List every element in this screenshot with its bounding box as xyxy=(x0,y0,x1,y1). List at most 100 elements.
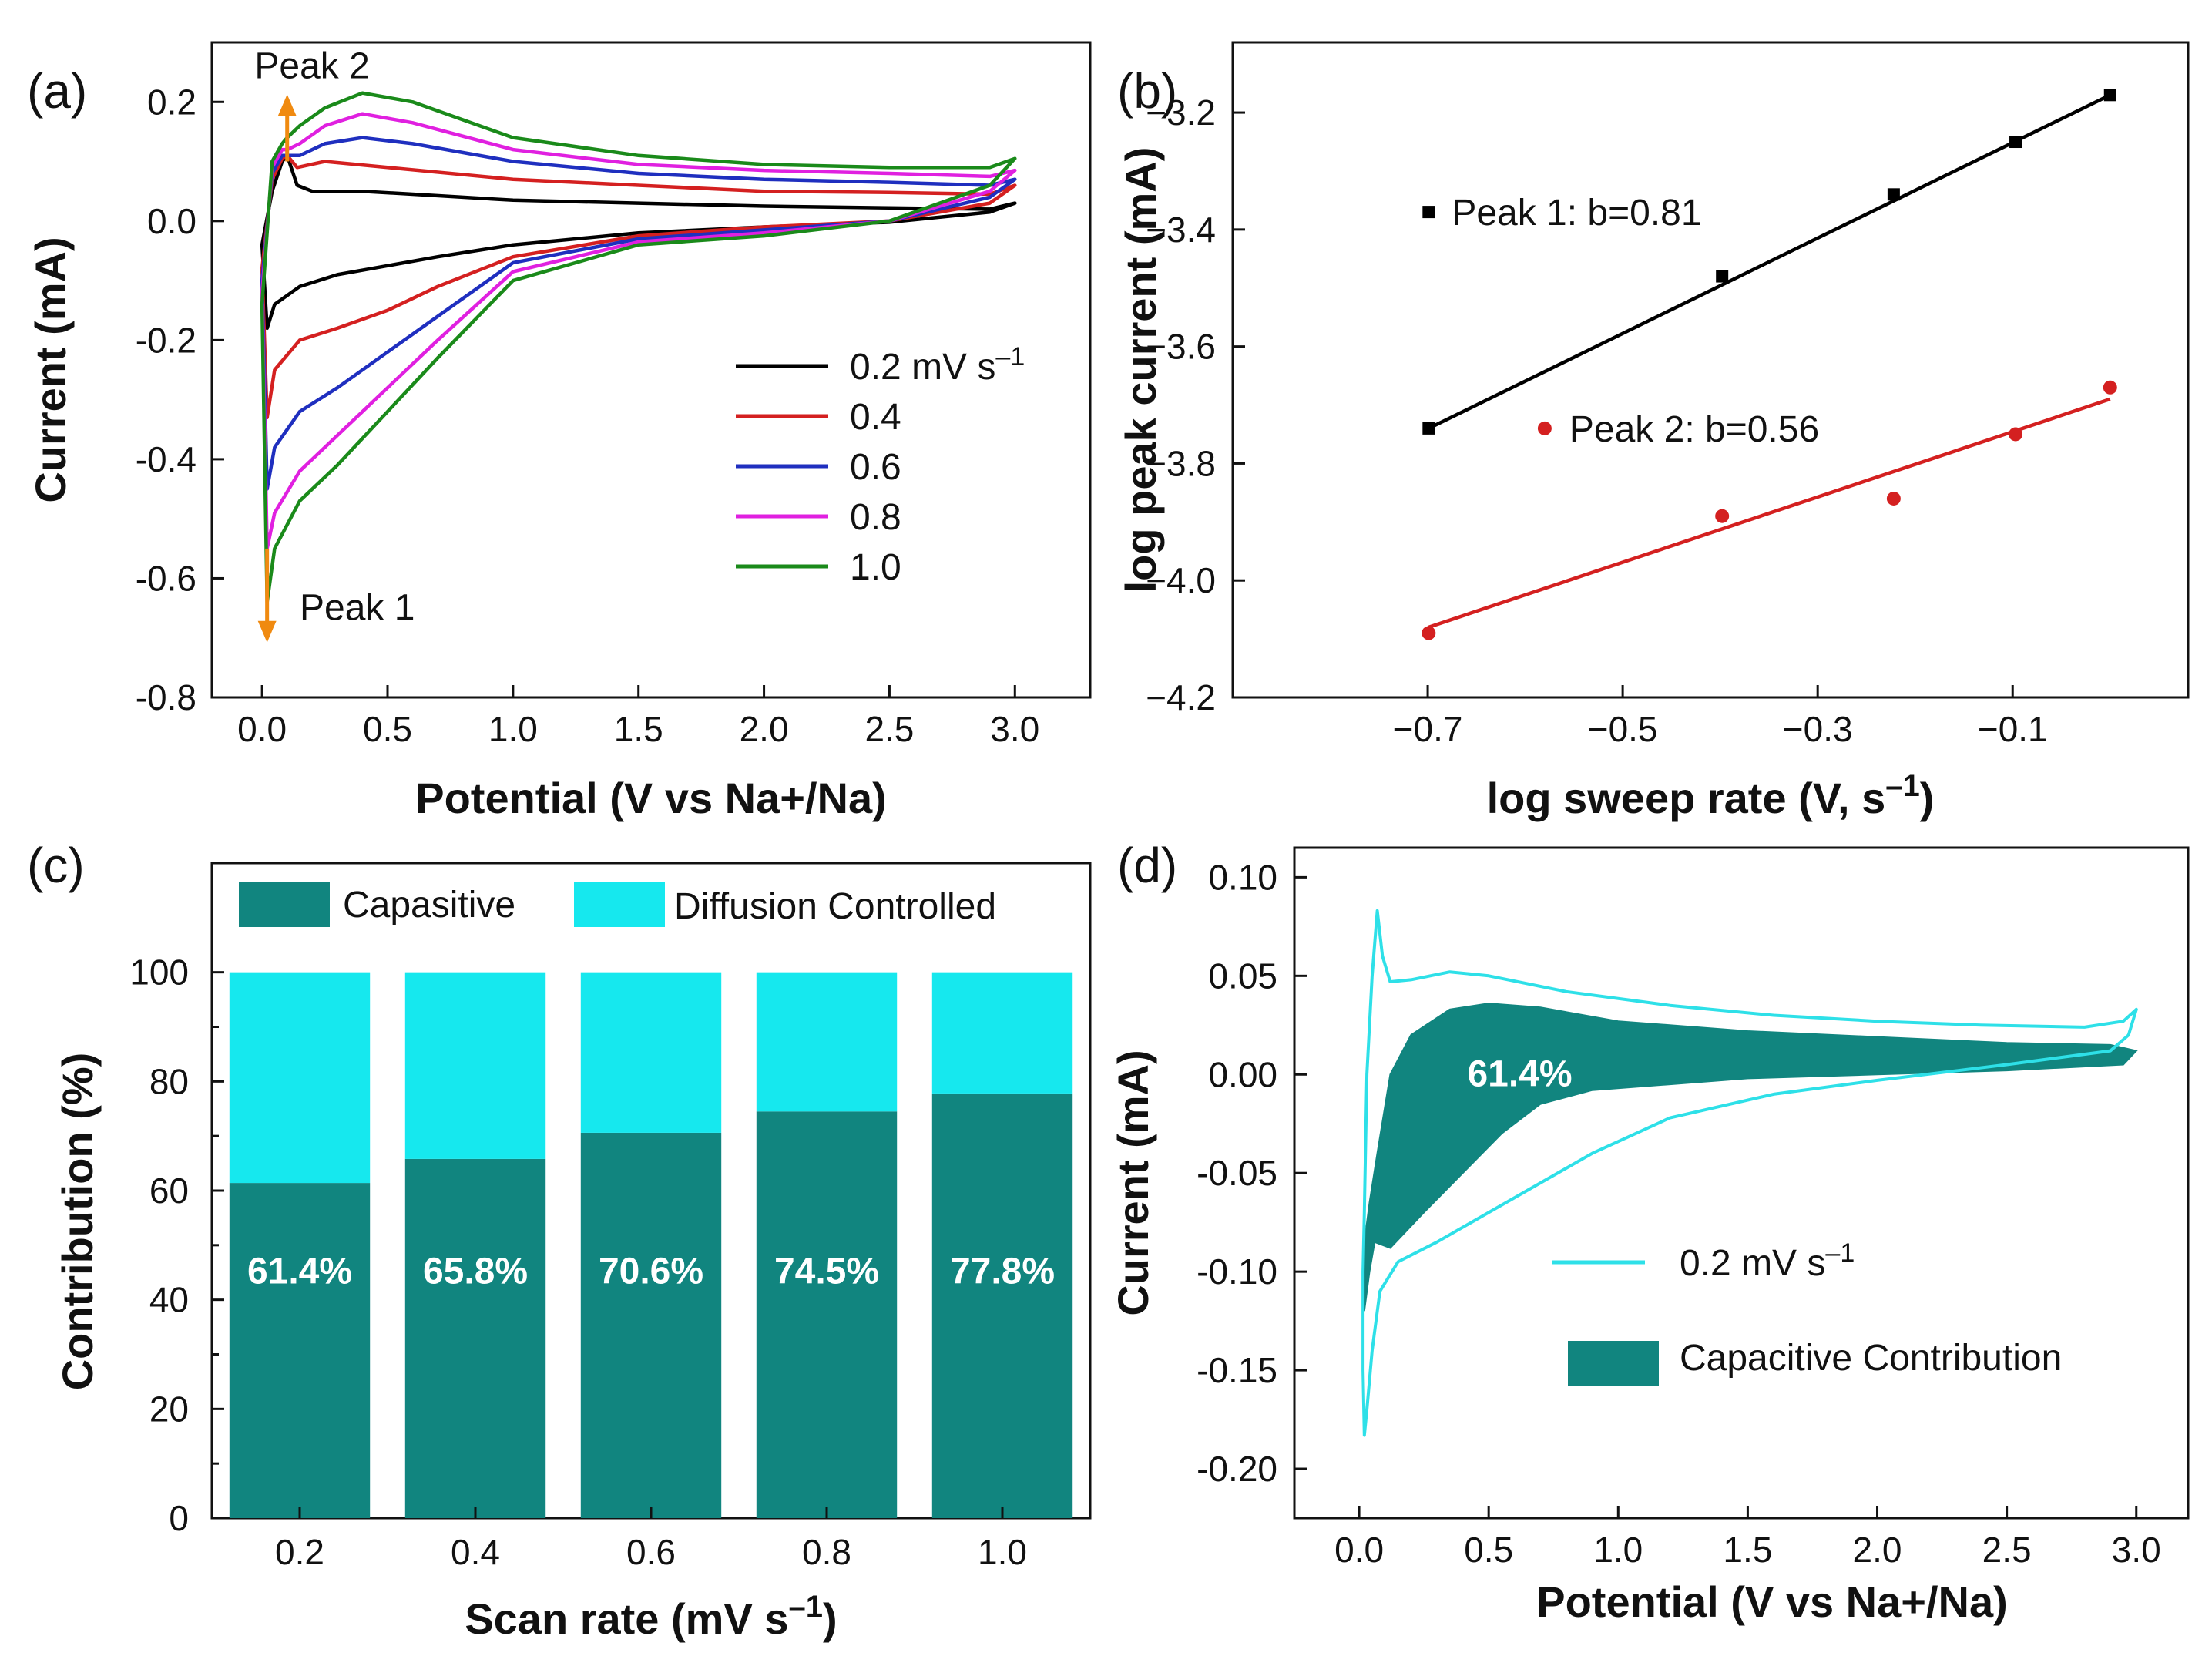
bar-value-label: 74.5% xyxy=(774,1251,879,1292)
y-axis-label: Current (mA) xyxy=(1109,1050,1157,1315)
x-tick-label: 3.0 xyxy=(990,709,1039,749)
bar-value-label: 70.6% xyxy=(599,1251,703,1292)
panel-label: (c) xyxy=(27,838,85,893)
legend-label-area: Capacitive Contribution xyxy=(1680,1338,2062,1379)
y-tick-label: 0 xyxy=(169,1498,189,1538)
x-axis-close: ) xyxy=(1920,774,1935,822)
y-tick-label: 40 xyxy=(149,1280,189,1320)
panel-label: (d) xyxy=(1117,838,1177,893)
legend-label: 0.6 xyxy=(850,447,901,488)
area-percentage-label: 61.4% xyxy=(1467,1054,1572,1095)
y-tick-label: -0.2 xyxy=(136,320,196,360)
x-tick-label: −0.3 xyxy=(1783,709,1853,749)
legend-exponent: –1 xyxy=(1825,1238,1855,1268)
x-tick-label: 2.5 xyxy=(1982,1530,2032,1570)
x-tick-label: 0.5 xyxy=(363,709,412,749)
bar-value-label: 65.8% xyxy=(423,1251,528,1292)
panel-b: −0.7 −0.5 −0.3 −0.1 −3.2 −3.4 −3.6 −3.8 −4.0 −4.2… xyxy=(1116,42,2188,822)
bar-diffusion-0.4 xyxy=(405,973,545,1159)
bar-capacitive-0.4 xyxy=(405,1159,545,1518)
figure: 0.0 0.5 1.0 1.5 2.0 2.5 3.00.20.0-0.2-0.4-0.6-… xyxy=(0,0,2212,1663)
data-point-peak1 xyxy=(2009,136,2022,148)
x-tick-label: 0.0 xyxy=(1334,1530,1384,1570)
legend-label: 0.2 mV s–1 xyxy=(850,342,1025,388)
y-tick-label: 60 xyxy=(149,1171,189,1211)
plot-frame-b xyxy=(1233,42,2188,697)
x-tick-label: 1.0 xyxy=(1593,1530,1643,1570)
legend-label-cv: 0.2 mV s–1 xyxy=(1680,1238,1855,1284)
legend-label: 0.8 xyxy=(850,497,901,538)
x-tick-label: 0.6 xyxy=(626,1532,676,1572)
legend-marker-peak1 xyxy=(1422,206,1435,218)
bar-capacitive-1.0 xyxy=(932,1094,1072,1518)
data-point-peak2 xyxy=(1887,492,1901,506)
x-axis-exponent: –1 xyxy=(789,1590,824,1624)
legend-marker-peak2 xyxy=(1538,422,1552,435)
x-tick-label: 3.0 xyxy=(2112,1530,2161,1570)
y-tick-label: -0.15 xyxy=(1197,1350,1277,1390)
y-tick-label: -0.20 xyxy=(1197,1449,1277,1489)
legend-swatch-capacitive xyxy=(239,882,330,927)
data-point-peak1 xyxy=(1422,422,1435,435)
x-tick-label: 1.5 xyxy=(614,709,663,749)
x-axis-close: ) xyxy=(823,1594,837,1643)
data-point-peak2 xyxy=(2009,427,2022,441)
x-tick-label: 2.0 xyxy=(740,709,789,749)
y-tick-label: -0.8 xyxy=(136,677,196,717)
x-tick-label: 0.0 xyxy=(237,709,287,749)
legend-exponent: –1 xyxy=(995,342,1025,371)
legend-label: 0.4 xyxy=(850,397,901,438)
legend-label-peak2: Peak 2: b=0.56 xyxy=(1569,409,1819,450)
y-axis-label: Current (mA) xyxy=(26,237,75,502)
legend-label-capacitive: Capasitive xyxy=(343,885,515,926)
bar-diffusion-0.8 xyxy=(757,973,897,1112)
data-point-peak1 xyxy=(2104,89,2116,101)
panel-a: 0.0 0.5 1.0 1.5 2.0 2.5 3.0 0.2 0.0 -0.2 -0.4 -0.6 -… xyxy=(26,42,1090,822)
x-axis-label: Scan rate (mV s–1) xyxy=(465,1590,837,1643)
y-tick-label: -0.05 xyxy=(1197,1153,1277,1193)
cv-curve-0.8 xyxy=(262,114,1015,549)
peak2-arrow-head xyxy=(278,95,297,116)
peak2-label: Peak 2 xyxy=(254,45,369,86)
data-point-peak1 xyxy=(1888,188,1900,200)
x-tick-label: 0.5 xyxy=(1464,1530,1513,1570)
x-axis-label: Potential (V vs Na+/Na) xyxy=(415,774,887,822)
y-tick-label: 0.2 xyxy=(147,82,196,122)
bar-diffusion-0.6 xyxy=(581,973,721,1133)
x-tick-label: 1.0 xyxy=(488,709,538,749)
bar-capacitive-0.8 xyxy=(757,1111,897,1518)
x-tick-label: −0.5 xyxy=(1588,709,1658,749)
legend-swatch-diffusion xyxy=(574,882,665,927)
x-tick-label: 1.5 xyxy=(1723,1530,1772,1570)
y-tick-label: 0.10 xyxy=(1208,857,1277,897)
bar-capacitive-0.2 xyxy=(230,1183,370,1518)
x-axis-exponent: –1 xyxy=(1885,769,1920,803)
x-tick-label: 0.4 xyxy=(451,1532,500,1572)
panel-c: 0 20 40 60 80 100 0.2 61.4% 0.4 65.8% 0.6 70.6% 0.8 7… xyxy=(27,838,1090,1643)
y-axis-label: Contribution (%) xyxy=(53,1053,102,1391)
y-tick-label: 0.05 xyxy=(1208,956,1277,996)
bar-diffusion-0.2 xyxy=(230,973,370,1183)
y-tick-label: -0.6 xyxy=(136,558,196,598)
y-tick-label: 0.00 xyxy=(1208,1054,1277,1094)
legend-label-peak1: Peak 1: b=0.81 xyxy=(1452,193,1701,233)
x-axis-label: Potential (V vs Na+/Na) xyxy=(1536,1577,2008,1626)
x-tick-label: 0.2 xyxy=(275,1532,324,1572)
peak1-arrow-head xyxy=(258,621,277,643)
y-tick-label: −4.2 xyxy=(1146,677,1216,717)
y-tick-label: 80 xyxy=(149,1061,189,1101)
bar-capacitive-0.6 xyxy=(581,1133,721,1518)
legend-label-diffusion: Diffusion Controlled xyxy=(674,886,996,927)
y-tick-label: 20 xyxy=(149,1389,189,1429)
x-tick-label: 0.8 xyxy=(802,1532,851,1572)
data-point-peak1 xyxy=(1716,270,1728,283)
bar-value-label: 61.4% xyxy=(247,1251,352,1292)
fit-line-1 xyxy=(1428,95,2110,428)
x-tick-label: 2.0 xyxy=(1853,1530,1902,1570)
legend-label: 1.0 xyxy=(850,547,901,588)
x-tick-label: −0.1 xyxy=(1978,709,2048,749)
peak1-label: Peak 1 xyxy=(300,588,415,629)
y-tick-label: 0.0 xyxy=(147,201,196,241)
data-point-peak2 xyxy=(1422,627,1435,640)
y-tick-label: 100 xyxy=(129,952,189,993)
